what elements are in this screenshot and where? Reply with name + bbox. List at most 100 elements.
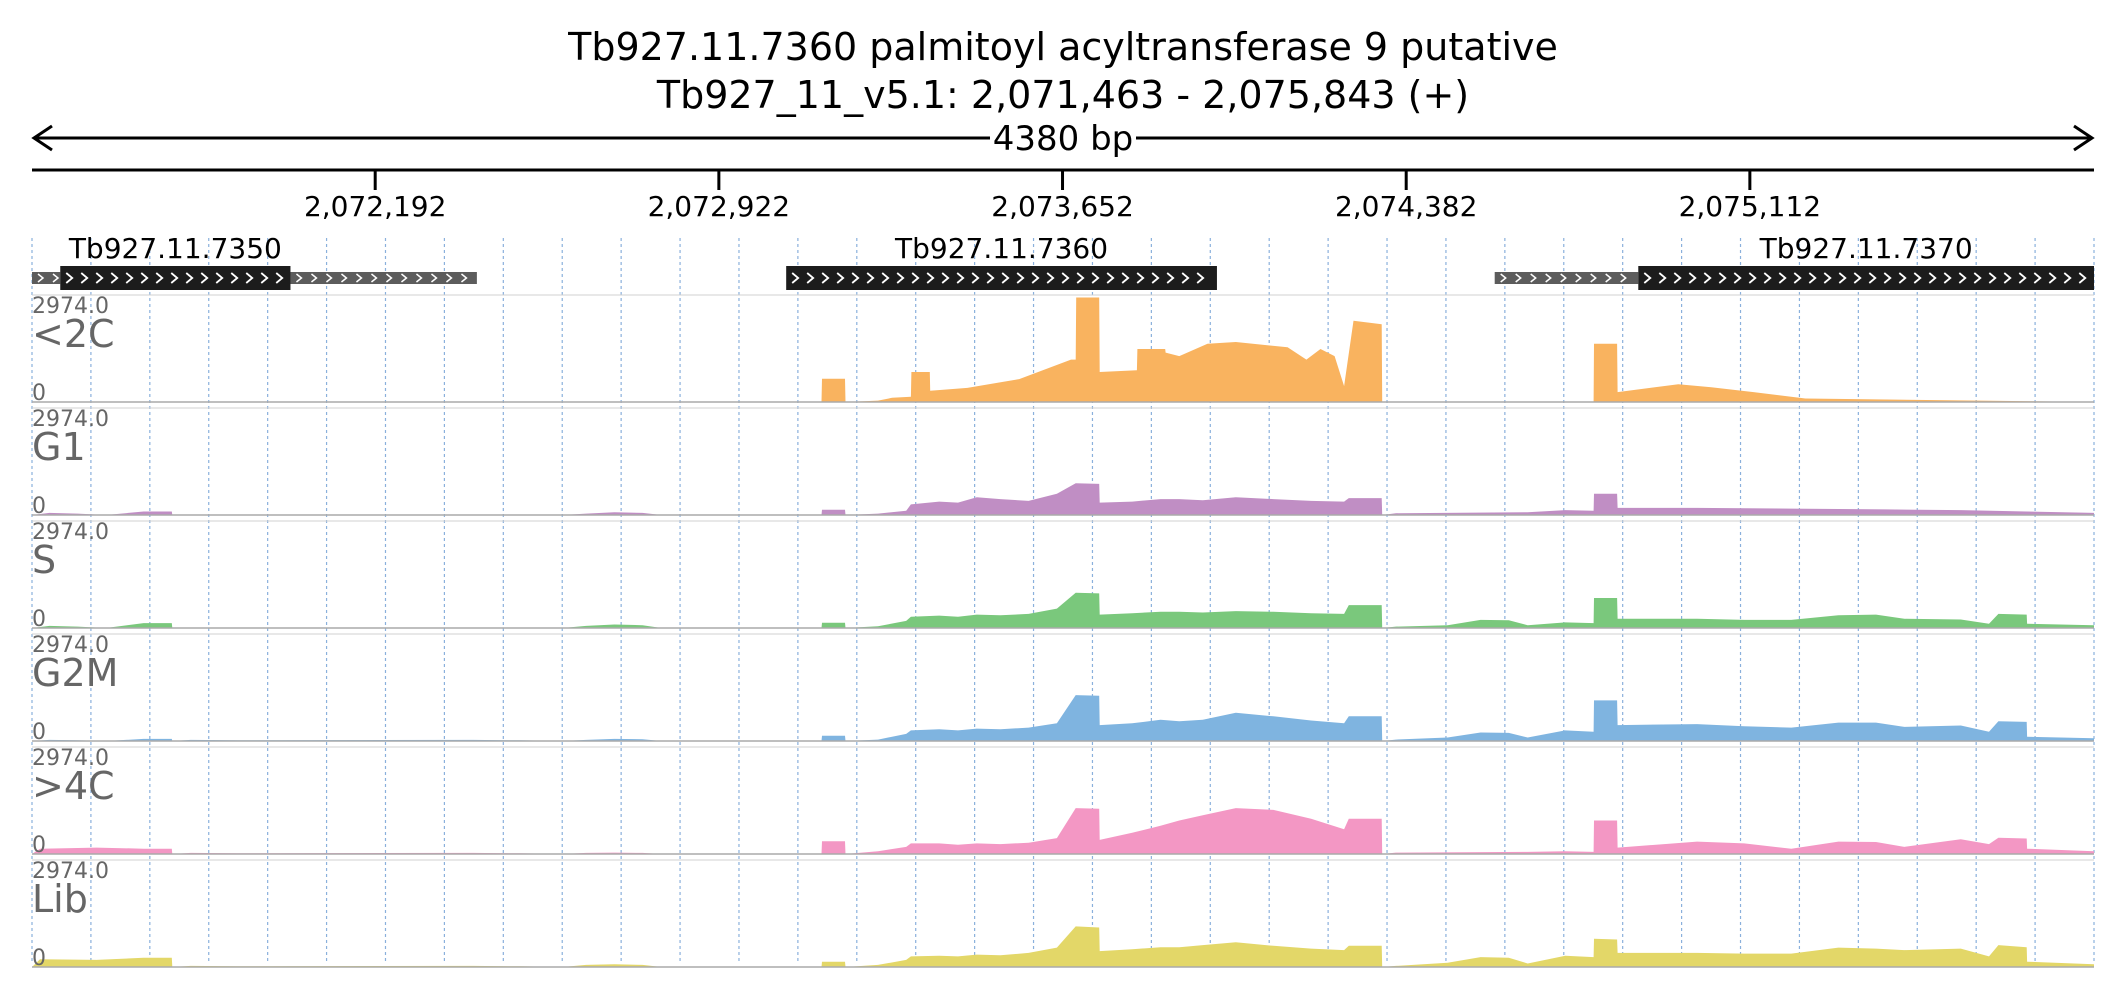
strand-arrow-icon — [2078, 272, 2087, 284]
strand-arrow-icon — [1590, 273, 1597, 283]
strand-arrow-icon — [1793, 272, 1802, 284]
strand-arrow-icon — [400, 273, 408, 283]
coordinate-axis: 2,072,192 2,072,922 2,073,652 2,074,382 2,07… — [32, 168, 2094, 223]
coverage-area — [32, 483, 2094, 515]
track-name: G2M — [32, 651, 118, 695]
gene-cds — [786, 266, 1217, 290]
tick-label: 2,075,112 — [1679, 190, 1822, 223]
span-ruler — [31, 124, 2095, 152]
track-name: S — [32, 538, 56, 582]
y-min-label: 0 — [32, 946, 46, 971]
coverage-area — [32, 297, 2094, 402]
strand-arrow-icon — [65, 272, 74, 284]
strand-arrow-icon — [37, 273, 45, 283]
arrow-left-icon — [31, 124, 53, 152]
strand-arrow-icon — [2003, 272, 2012, 284]
coverage-area — [32, 695, 2094, 741]
strand-arrow-icon — [2018, 272, 2027, 284]
y-max-label: 2974.0 — [32, 294, 109, 319]
strand-arrow-icon — [956, 272, 965, 284]
strand-arrow-icon — [1515, 273, 1522, 283]
y-max-label: 2974.0 — [32, 633, 109, 658]
track-name: G1 — [32, 425, 86, 469]
strand-arrow-icon — [1605, 273, 1612, 283]
strand-arrow-icon — [370, 273, 378, 283]
strand-arrow-icon — [1718, 272, 1727, 284]
strand-arrow-icon — [155, 272, 164, 284]
strand-arrow-icon — [1031, 272, 1040, 284]
strand-arrow-icon — [1838, 272, 1847, 284]
coverage-area — [32, 808, 2094, 854]
y-min-label: 0 — [32, 607, 46, 632]
gene-cds — [1638, 266, 2094, 290]
strand-arrow-icon — [1575, 273, 1582, 283]
strand-arrow-icon — [140, 272, 149, 284]
strand-arrow-icon — [1688, 272, 1697, 284]
gene-Tb927.11.7350: Tb927.11.7350 — [32, 232, 477, 290]
strand-arrow-icon — [1016, 272, 1025, 284]
strand-arrow-icon — [1853, 272, 1862, 284]
strand-arrow-icon — [806, 272, 815, 284]
y-max-label: 2974.0 — [32, 746, 109, 771]
strand-arrow-icon — [986, 272, 995, 284]
strand-arrow-icon — [260, 272, 269, 284]
strand-arrow-icon — [215, 272, 224, 284]
strand-arrow-icon — [1196, 272, 1205, 284]
strand-arrow-icon — [1748, 272, 1757, 284]
strand-arrow-icon — [2048, 272, 2057, 284]
strand-arrow-icon — [1943, 272, 1952, 284]
strand-arrow-icon — [1151, 272, 1160, 284]
strand-arrow-icon — [1898, 272, 1907, 284]
track-<2C: 2974.0<2C 0 — [32, 294, 2094, 406]
strand-arrow-icon — [1778, 272, 1787, 284]
track-name: Lib — [32, 877, 88, 921]
strand-arrow-icon — [1166, 272, 1175, 284]
gene-utr — [32, 272, 61, 284]
tick-label: 2,073,652 — [991, 190, 1134, 223]
strand-arrow-icon — [95, 272, 104, 284]
strand-arrow-icon — [110, 272, 119, 284]
strand-arrow-icon — [295, 273, 303, 283]
strand-arrow-icon — [911, 272, 920, 284]
strand-arrow-icon — [1181, 272, 1190, 284]
strand-arrow-icon — [1545, 273, 1552, 283]
gene-cds — [60, 266, 291, 290]
strand-arrow-icon — [415, 273, 423, 283]
strand-arrow-icon — [80, 272, 89, 284]
strand-arrow-icon — [385, 273, 393, 283]
strand-arrow-icon — [1061, 272, 1070, 284]
arrow-right-icon — [2073, 124, 2095, 152]
strand-arrow-icon — [1973, 272, 1982, 284]
strand-arrow-icon — [926, 272, 935, 284]
gene-label: Tb927.11.7350 — [68, 232, 282, 265]
strand-arrow-icon — [1928, 272, 1937, 284]
strand-arrow-icon — [1883, 272, 1892, 284]
tick-label: 2,072,922 — [648, 190, 791, 223]
strand-arrow-icon — [355, 273, 363, 283]
track-S: 2974.0S 0 — [32, 520, 2094, 632]
strand-arrow-icon — [1658, 272, 1667, 284]
coverage-tracks: 2974.0<2C02974.0G102974.0S02974.0G2M0297… — [32, 294, 2094, 971]
strand-arrow-icon — [791, 272, 800, 284]
strand-arrow-icon — [836, 272, 845, 284]
strand-arrow-icon — [1136, 272, 1145, 284]
strand-arrow-icon — [971, 272, 980, 284]
span-length-label: 4380 bp — [993, 119, 1134, 159]
y-min-label: 0 — [32, 381, 46, 406]
coverage-area — [32, 592, 2094, 628]
strand-arrow-icon — [1121, 272, 1130, 284]
strand-arrow-icon — [881, 272, 890, 284]
strand-arrow-icon — [1106, 272, 1115, 284]
strand-arrow-icon — [1046, 272, 1055, 284]
feature-title: Tb927.11.7360 palmitoyl acyltransferase … — [567, 25, 1558, 69]
strand-arrow-icon — [1808, 272, 1817, 284]
strand-arrow-icon — [1001, 272, 1010, 284]
strand-arrow-icon — [1076, 272, 1085, 284]
strand-arrow-icon — [1958, 272, 1967, 284]
strand-arrow-icon — [1500, 273, 1507, 283]
strand-arrow-icon — [1703, 272, 1712, 284]
